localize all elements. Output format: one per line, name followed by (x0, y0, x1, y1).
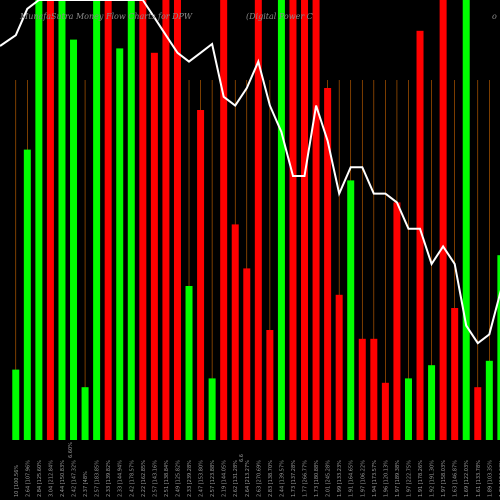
bar-down (220, 0, 228, 440)
bar-up (485, 360, 493, 440)
extra-label: 6.60% (68, 442, 74, 458)
bar-up (277, 0, 285, 440)
x-tick-label: 2.62 [131.28% (233, 460, 239, 497)
bar-down (104, 0, 112, 440)
x-tick-label: 1.97 [189.38% (395, 460, 401, 497)
price-line-path (0, 0, 500, 345)
bar-up (58, 0, 66, 440)
bar-down (150, 52, 158, 441)
x-tick-label: 1.97 [158.03% (441, 460, 447, 497)
x-tick-label: 1.97 [222.75% (406, 460, 412, 497)
x-tick-label: 1.89 [103.35% (487, 460, 493, 497)
bar-up (12, 369, 20, 440)
x-tick-label: 2.42 [178.57% (129, 460, 135, 497)
x-tick-label: 2.47 [153.80% (199, 460, 205, 497)
bar-down (358, 338, 366, 440)
x-tick-label: 1.94 [173.57% (372, 460, 378, 497)
x-tick-label: 2.49 [125.82% (175, 460, 181, 497)
bar-down (439, 0, 447, 440)
x-tick-label: 1.91 [164.65% (349, 460, 355, 497)
bar-up (127, 0, 135, 440)
x-tick-label: 1.76 [124.63% (499, 460, 500, 497)
bar-up (428, 365, 436, 440)
x-tick-label: 2.57 [123.88% (210, 460, 216, 497)
bar-up (462, 0, 470, 440)
bar-down (324, 88, 332, 440)
bar-down (370, 338, 378, 440)
x-tick-label: 1.77 [266.77% (303, 460, 309, 497)
bar-down (474, 387, 482, 440)
x-tick-label: 1.96 [120.13% (383, 460, 389, 497)
x-tick-label: 2.33 [144.94% (118, 460, 124, 497)
bar-up (208, 378, 216, 440)
bar-up (70, 39, 78, 440)
x-tick-label: 1.73 [180.88% (314, 460, 320, 497)
bars (12, 0, 500, 441)
x-tick-label: 1.73 [137.28% (291, 460, 297, 497)
bar-down (266, 330, 274, 440)
corner-label: o (492, 12, 497, 21)
x-tick-label: 2.33 [239.28% (187, 460, 193, 497)
bar-up (497, 255, 500, 440)
bar-down (289, 0, 297, 440)
x-tick-label: 2.42 [147.32% (72, 460, 78, 497)
bar-down (416, 30, 424, 441)
x-tick-label: 1.63 [146.87% (453, 460, 459, 497)
chart-subtitle: (Digital Power C (246, 12, 313, 21)
x-tick-label: 2.57 [183.85% (95, 460, 101, 497)
x-tick-label: 2.57 [143.16% (152, 460, 158, 497)
x-tick-label: 3.04 [212.84% (48, 460, 54, 497)
bar-up (185, 286, 193, 440)
x-tick-label: 2.44 [139.57% (279, 460, 285, 497)
x-tick-label: 2.64 [107.96% (25, 460, 31, 497)
bar-up (35, 0, 43, 440)
x-tick-label: 2.64 [213.27% (245, 460, 251, 497)
bar-down (197, 110, 205, 440)
x-tick-label: 1.92 [191.30% (430, 460, 436, 497)
bar-up (347, 180, 355, 440)
x-tick-label: 2.63 [270.69% (256, 460, 262, 497)
extra-label: 6.6 (239, 454, 245, 462)
x-tick-label: 2.22 [162.85% (141, 460, 147, 497)
bar-down (162, 0, 170, 440)
bar-down (381, 382, 389, 440)
bar-down (173, 0, 181, 440)
x-tick-label: 1.99 [133.23% (337, 460, 343, 497)
bar-down (335, 294, 343, 440)
x-tick-label: 1.61 [133.78% (476, 460, 482, 497)
x-tick-label: 2.01 [245.28% (326, 460, 332, 497)
chart-title: MunafaSutra Money Flow Charts for DPW (19, 12, 193, 21)
bar-up (93, 0, 101, 440)
bar-up (404, 378, 412, 440)
x-tick-label: 2.44 [150.83% (60, 460, 66, 497)
price-line (0, 0, 500, 345)
bar-down (451, 308, 459, 440)
x-tick-label: 2.51 [138.84% (164, 460, 170, 497)
x-tick-label: 2.33 [139.82% (106, 460, 112, 497)
bar-up (116, 48, 124, 441)
bar-down (46, 0, 54, 440)
bar-up (23, 149, 31, 440)
x-tick-label: 2.37 [48% (83, 471, 89, 497)
bar-down (139, 0, 147, 440)
x-tick-label: 1.97 [106.22% (360, 460, 366, 497)
bar-down (243, 268, 251, 440)
x-tick-label: 2.83 [138.70% (268, 460, 274, 497)
x-tick-label: 10 [100.56% (14, 465, 20, 497)
x-tick-label: 2.19 [144.05% (222, 460, 228, 497)
bar-down (312, 0, 320, 440)
bar-down (231, 224, 239, 440)
bar-up (81, 387, 89, 440)
bar-down (301, 0, 309, 440)
x-tick-label: 1.91 [178.26% (418, 460, 424, 497)
x-tick-labels: 10 [100.56% 2.64 [107.96% 2.84 [125.60% 3.0… (14, 442, 500, 497)
bar-down (393, 202, 401, 440)
x-tick-label: 2.84 [125.60% (37, 460, 43, 497)
x-tick-label: 1.69 [122.03% (464, 460, 470, 497)
bar-down (254, 0, 262, 440)
